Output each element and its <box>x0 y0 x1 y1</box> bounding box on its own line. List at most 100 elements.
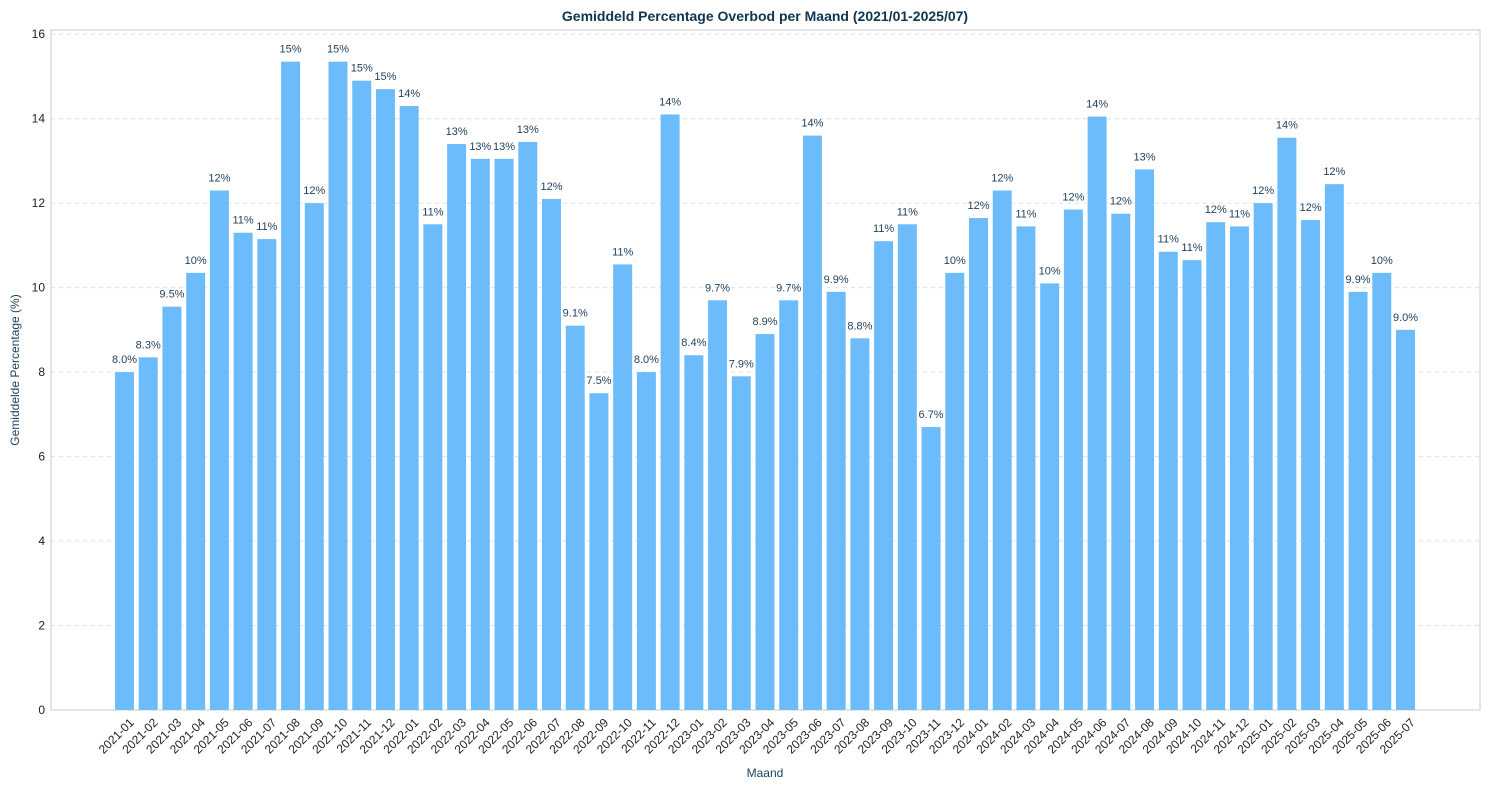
bar-value-label: 11% <box>1158 234 1179 246</box>
bar <box>352 80 372 710</box>
bar <box>1063 209 1083 710</box>
bar-value-label: 11% <box>1181 242 1202 254</box>
bar <box>684 355 704 710</box>
chart-title: Gemiddeld Percentage Overbod per Maand (… <box>562 8 968 24</box>
bar <box>1253 203 1273 710</box>
bar-value-label: 12% <box>991 172 1013 184</box>
bar <box>755 334 775 710</box>
y-tick-label: 8 <box>38 365 45 379</box>
bar <box>992 190 1012 710</box>
x-axis-label: Maand <box>747 766 784 780</box>
bar <box>328 61 348 711</box>
y-tick-label: 4 <box>38 534 45 548</box>
bar-value-label: 13% <box>1134 151 1156 163</box>
bar-value-label: 9.9% <box>1346 274 1371 286</box>
bar <box>826 291 846 710</box>
bar-value-label: 8.0% <box>634 354 659 366</box>
y-axis-ticks: 0 2 4 6 8 10 12 14 16 <box>32 27 46 717</box>
bar <box>494 158 514 710</box>
bar <box>399 106 419 710</box>
bar-value-label: 10% <box>1039 265 1061 277</box>
bar-value-label: 9.1% <box>563 308 588 320</box>
bar-value-label: 15% <box>351 63 373 75</box>
bar-value-label: 12% <box>1062 192 1084 204</box>
bar-value-label: 11% <box>1015 208 1036 220</box>
bar <box>281 61 301 711</box>
bar-value-label: 9.7% <box>705 282 730 294</box>
bar-value-label: 10% <box>944 255 966 267</box>
bar-value-label: 13% <box>469 141 491 153</box>
bar <box>897 224 917 711</box>
y-tick-label: 2 <box>38 619 45 633</box>
bar <box>470 158 490 710</box>
bar-value-label: 7.5% <box>586 375 611 387</box>
bar <box>1372 272 1392 710</box>
bar-value-label: 11% <box>873 223 894 235</box>
bar <box>874 241 894 711</box>
bar-value-label: 12% <box>1323 166 1345 178</box>
bar-value-label: 11% <box>897 206 918 218</box>
bar <box>115 372 134 710</box>
bar <box>1324 184 1344 710</box>
bar-value-label: 14% <box>801 118 823 130</box>
bar-value-label: 7.9% <box>729 358 754 370</box>
y-axis-label: Gemiddelde Percentage (%) <box>8 294 22 445</box>
bar-labels-group: 8.0%8.3%9.5%10%12%11%11%15%12%15%15%15%1… <box>112 44 1418 421</box>
bar <box>1040 283 1060 710</box>
bar <box>1158 251 1178 710</box>
bar <box>233 232 253 711</box>
bar-value-label: 12% <box>208 172 230 184</box>
bar-value-label: 12% <box>967 200 989 212</box>
bar <box>1111 213 1131 710</box>
bar-value-label: 13% <box>517 124 539 136</box>
bar <box>1301 220 1321 710</box>
bar <box>1087 116 1107 710</box>
bar-value-label: 10% <box>1371 255 1393 267</box>
bar <box>375 89 395 710</box>
bar <box>186 272 206 710</box>
y-tick-label: 10 <box>32 281 46 295</box>
bar <box>636 372 656 710</box>
bar-value-label: 14% <box>1276 120 1298 132</box>
bar <box>423 224 443 711</box>
bar-value-label: 11% <box>612 246 633 258</box>
bar <box>1135 169 1155 710</box>
bar-value-label: 10% <box>185 255 207 267</box>
y-tick-label: 16 <box>32 27 46 41</box>
bars-group <box>115 61 1415 711</box>
bar <box>660 114 680 710</box>
bar-value-label: 15% <box>374 71 396 83</box>
bar-value-label: 9.5% <box>159 289 184 301</box>
bar <box>1348 291 1368 710</box>
bar <box>1016 226 1036 710</box>
bar-value-label: 15% <box>280 44 302 56</box>
bar <box>447 144 467 711</box>
bar <box>304 203 324 710</box>
y-tick-label: 6 <box>38 450 45 464</box>
bar <box>565 325 585 710</box>
bar-value-label: 12% <box>1110 196 1132 208</box>
bar-value-label: 15% <box>327 44 349 56</box>
bar <box>257 239 277 710</box>
bar-value-label: 14% <box>398 88 420 100</box>
bar-value-label: 9.0% <box>1393 312 1418 324</box>
bar <box>850 338 870 710</box>
bar-value-label: 12% <box>540 181 562 193</box>
bar-value-label: 8.3% <box>136 339 161 351</box>
bar <box>613 264 633 710</box>
bar <box>802 135 822 710</box>
bar <box>138 357 158 710</box>
bar <box>708 300 728 710</box>
x-axis-ticks: 2021-012021-022021-032021-042021-052021-… <box>96 715 1418 756</box>
bar-value-label: 11% <box>256 221 277 233</box>
bar-value-label: 12% <box>1300 202 1322 214</box>
bar-value-label: 11% <box>233 215 254 227</box>
bar-value-label: 11% <box>1229 208 1250 220</box>
bar-value-label: 8.9% <box>752 316 777 328</box>
bar-value-label: 12% <box>1252 185 1274 197</box>
bar <box>945 272 965 710</box>
y-tick-label: 0 <box>38 703 45 717</box>
bar-value-label: 9.7% <box>776 282 801 294</box>
